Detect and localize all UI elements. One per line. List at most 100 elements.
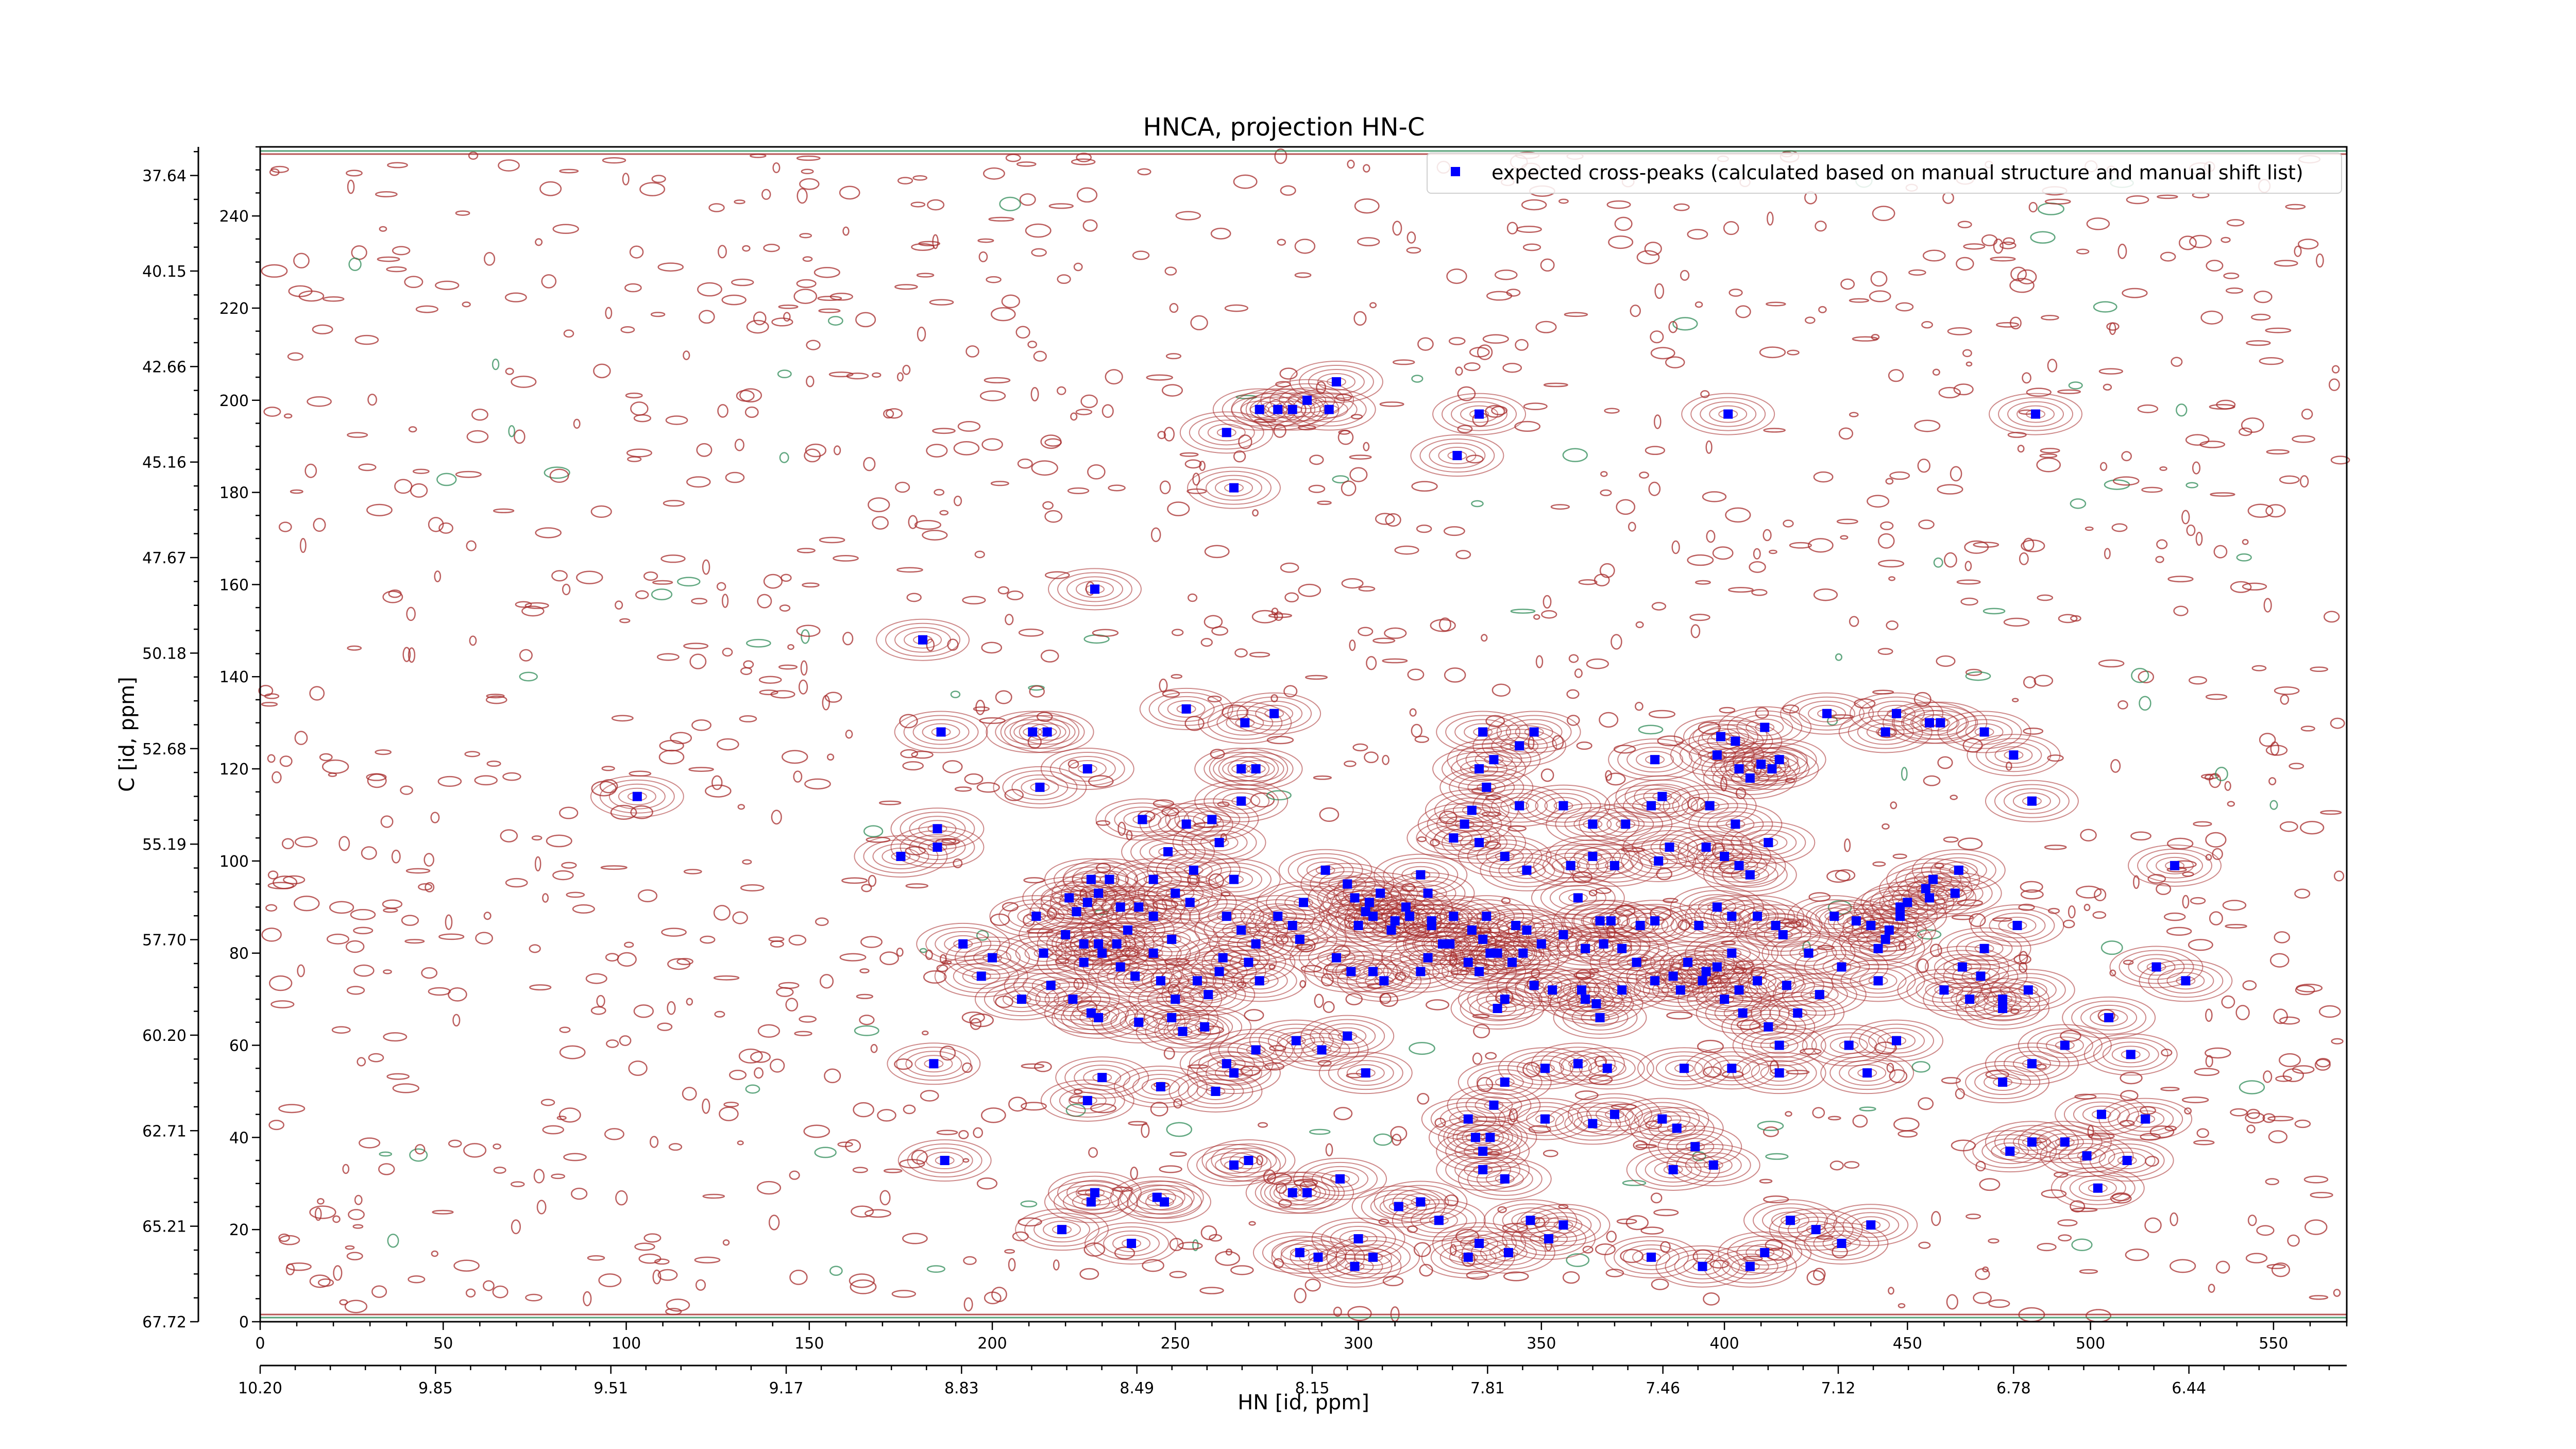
cross-peak-point — [1035, 782, 1045, 792]
noise-contour — [961, 1011, 985, 1024]
noise-contour — [1358, 586, 1376, 592]
peak-contour — [1293, 1157, 1387, 1200]
noise-contour — [1357, 237, 1380, 247]
peak-contour — [1044, 1181, 1138, 1223]
noise-contour — [428, 987, 451, 996]
noise-contour — [2126, 195, 2149, 205]
noise-contour — [1988, 1238, 1999, 1244]
noise-contour — [415, 1144, 426, 1155]
noise-contour — [1543, 1150, 1558, 1157]
cross-peak-point — [1229, 874, 1239, 884]
noise-contour — [408, 647, 416, 663]
peak-contour — [1544, 797, 1583, 815]
peak-contour — [2137, 848, 2213, 883]
legend-marker — [1451, 167, 1460, 176]
peak-contour — [1780, 692, 1874, 735]
noise-contour — [290, 489, 303, 494]
noise-contour — [1184, 459, 1202, 469]
noise-contour — [483, 912, 492, 920]
peak-contour — [1558, 1055, 1597, 1073]
noise-contour — [845, 730, 853, 739]
noise-contour — [333, 1265, 343, 1281]
noise-contour — [1294, 272, 1312, 278]
noise-contour — [2268, 1130, 2288, 1143]
peak-contour — [1464, 723, 1502, 741]
noise-contour — [885, 408, 903, 419]
noise-contour — [746, 319, 769, 334]
noise-contour — [2225, 287, 2244, 294]
noise-contour — [2265, 327, 2292, 333]
noise-contour — [1477, 344, 1493, 360]
noise-contour — [400, 785, 413, 795]
cross-peak-point — [1712, 902, 1722, 912]
peak-contour — [1004, 964, 1098, 1007]
cross-peak-point — [1185, 898, 1195, 907]
cross-peak-point — [1925, 718, 1934, 728]
peak-contour — [1732, 738, 1826, 781]
noise-contour — [270, 165, 289, 173]
noise-contour — [261, 702, 278, 707]
noise-contour — [331, 1026, 351, 1034]
peak-contour — [1264, 913, 1321, 939]
peak-contour — [2146, 852, 2204, 879]
noise-contour — [2071, 1238, 2093, 1252]
noise-contour — [1766, 301, 1786, 307]
noise-contour — [562, 583, 571, 596]
noise-contour — [448, 1139, 462, 1148]
peak-contour — [1665, 1059, 1703, 1077]
noise-contour — [602, 157, 626, 164]
peak-contour — [1857, 719, 1914, 745]
cross-peak-point — [1760, 1248, 1770, 1257]
peak-contour — [1515, 723, 1553, 741]
noise-contour — [377, 256, 400, 262]
peak-contour — [1464, 1142, 1502, 1160]
noise-contour — [1268, 613, 1293, 618]
noise-contour — [1349, 454, 1372, 460]
peak-contour — [1478, 944, 1517, 962]
noise-contour — [321, 759, 349, 774]
noise-contour — [1298, 583, 1321, 597]
noise-contour — [392, 1083, 419, 1093]
peak-contour — [2102, 1041, 2159, 1068]
peak-contour — [1240, 899, 1316, 934]
peak-contour — [1753, 760, 1791, 778]
noise-contour — [2300, 475, 2309, 488]
noise-contour — [286, 1262, 312, 1271]
noise-contour — [1938, 386, 1961, 399]
noise-contour — [2247, 503, 2274, 518]
peak-contour — [1130, 835, 1206, 869]
noise-contour — [849, 1273, 875, 1288]
cross-peak-point — [1449, 833, 1459, 843]
noise-contour — [1323, 1001, 1335, 1013]
noise-contour — [283, 413, 293, 419]
peak-contour — [1464, 1160, 1502, 1178]
noise-contour — [1280, 562, 1299, 573]
noise-contour — [387, 162, 408, 169]
cross-peak-point — [1343, 879, 1352, 889]
cross-peak-point — [1928, 874, 1938, 884]
cross-peak-point — [2181, 976, 2191, 986]
peak-contour — [1573, 847, 1612, 865]
peak-contour — [1451, 401, 1508, 427]
noise-contour — [338, 836, 350, 851]
noise-contour — [2044, 845, 2067, 850]
noise-contour — [2068, 381, 2083, 390]
noise-contour — [375, 191, 398, 197]
cross-peak-point — [1416, 1197, 1426, 1207]
noise-contour — [2279, 821, 2298, 832]
noise-contour — [1567, 715, 1580, 726]
noise-contour — [1279, 367, 1298, 380]
peak-contour — [1526, 1110, 1564, 1128]
cross-peak-point — [1884, 925, 1894, 935]
peak-contour — [1355, 968, 1413, 994]
cross-peak-point — [1475, 1239, 1484, 1248]
noise-contour — [1353, 311, 1367, 326]
peak-contour — [1194, 780, 1289, 822]
peak-contour — [1721, 765, 1778, 791]
noise-contour — [2208, 1284, 2215, 1293]
peak-contour — [1799, 700, 1856, 727]
peak-contour — [1963, 1130, 2057, 1173]
peak-contour — [1721, 1253, 1778, 1279]
noise-contour — [2009, 316, 2022, 330]
noise-contour — [2104, 548, 2111, 560]
